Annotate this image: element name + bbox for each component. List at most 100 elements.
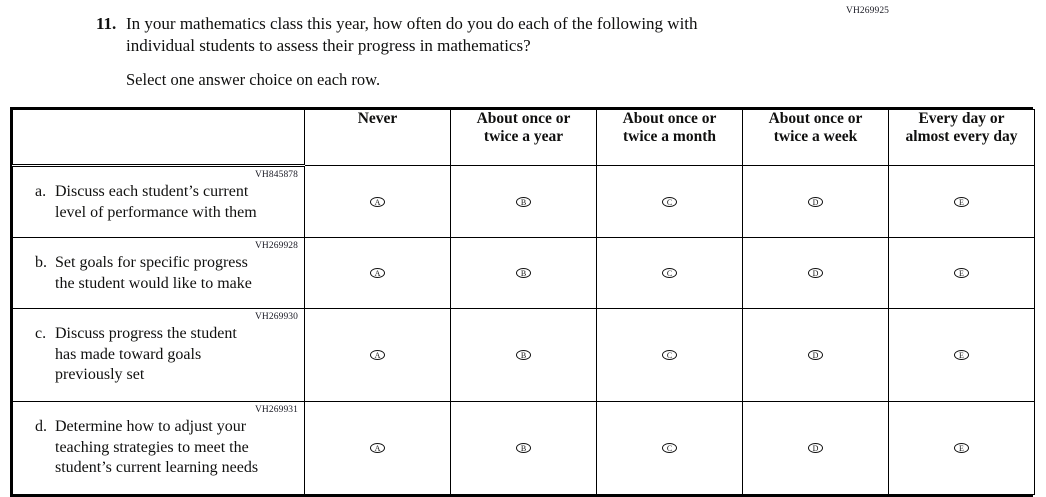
header-cell-every-day: Every day or almost every day <box>888 109 1035 166</box>
row-text-a: Discuss each student’s current level of … <box>55 182 298 223</box>
row-stem-text-d: d. Determine how to adjust your teaching… <box>19 417 298 479</box>
option-cell-b-never[interactable]: A <box>304 237 451 309</box>
table-row: VH845878 a. Discuss each student’s curre… <box>12 165 1035 238</box>
question-text-line-2: individual students to assess their prog… <box>126 35 531 55</box>
row-text-d-line-2: teaching strategies to meet the <box>55 438 249 456</box>
radio-bubble-c-A[interactable]: A <box>370 350 385 361</box>
question-stem: 11. In your mathematics class this year,… <box>96 13 856 56</box>
row-text-d-line-3: student’s current learning needs <box>55 459 259 476</box>
row-text-c: Discuss progress the student has made to… <box>55 324 298 386</box>
option-cell-c-never[interactable]: A <box>304 308 451 402</box>
option-cell-d-everyday[interactable]: E <box>888 401 1035 495</box>
radio-bubble-c-E[interactable]: E <box>954 350 969 361</box>
row-item-code-c: VH269930 <box>254 312 298 322</box>
option-cell-d-week[interactable]: D <box>742 401 889 495</box>
header-everyday-line-1: Every day or <box>918 110 1005 127</box>
row-text-b-line-1: Set goals for specific progress <box>55 254 248 271</box>
radio-bubble-d-C[interactable]: C <box>662 443 677 454</box>
row-text-c-line-3: previously set <box>55 366 145 383</box>
radio-bubble-d-B[interactable]: B <box>516 443 531 454</box>
radio-bubble-a-B[interactable]: B <box>516 196 531 207</box>
radio-bubble-a-D[interactable]: D <box>808 196 823 207</box>
radio-bubble-c-D[interactable]: D <box>808 350 823 361</box>
row-stem-b: VH269928 b. Set goals for specific progr… <box>12 237 305 309</box>
radio-bubble-a-E[interactable]: E <box>954 196 969 207</box>
header-week-line-1: About once or <box>768 110 863 127</box>
option-cell-d-month[interactable]: C <box>596 401 743 495</box>
row-text-b-line-2: the student would like to make <box>55 274 252 292</box>
option-cell-b-month[interactable]: C <box>596 237 743 309</box>
table-row: VH269930 c. Discuss progress the student… <box>12 308 1035 402</box>
header-cell-once-or-twice-a-year: About once or twice a year <box>450 109 597 166</box>
radio-bubble-b-D[interactable]: D <box>808 268 823 279</box>
option-cell-c-year[interactable]: B <box>450 308 597 402</box>
header-month-line-1: About once or <box>622 110 717 127</box>
header-never-line-1: Never <box>357 110 398 127</box>
option-cell-d-never[interactable]: A <box>304 401 451 495</box>
response-matrix: Never About once or twice a year About o… <box>10 107 1035 497</box>
header-year-line-2: twice a year <box>483 127 564 145</box>
header-row: Never About once or twice a year About o… <box>12 109 1035 167</box>
row-letter-b: b. <box>35 254 47 271</box>
option-cell-b-everyday[interactable]: E <box>888 237 1035 309</box>
row-letter-a: a. <box>35 183 47 200</box>
option-cell-a-month[interactable]: C <box>596 165 743 238</box>
option-cell-d-year[interactable]: B <box>450 401 597 495</box>
row-letter-c: c. <box>35 325 47 342</box>
radio-bubble-c-C[interactable]: C <box>662 350 677 361</box>
row-stem-text-a: a. Discuss each student’s current level … <box>19 182 298 223</box>
row-text-a-line-2: level of performance with them <box>55 203 257 221</box>
radio-bubble-d-E[interactable]: E <box>954 443 969 454</box>
radio-bubble-b-B[interactable]: B <box>516 268 531 279</box>
question-number: 11. <box>96 14 117 33</box>
radio-bubble-a-C[interactable]: C <box>662 196 677 207</box>
radio-bubble-d-A[interactable]: A <box>370 443 385 454</box>
option-cell-b-week[interactable]: D <box>742 237 889 309</box>
row-text-d: Determine how to adjust your teaching st… <box>55 417 298 479</box>
row-text-c-line-1: Discuss progress the student <box>55 325 237 342</box>
option-cell-a-year[interactable]: B <box>450 165 597 238</box>
row-stem-text-c: c. Discuss progress the student has made… <box>19 324 298 386</box>
table-row: VH269928 b. Set goals for specific progr… <box>12 237 1035 309</box>
row-stem-a: VH845878 a. Discuss each student’s curre… <box>12 165 305 238</box>
header-cell-once-or-twice-a-month: About once or twice a month <box>596 109 743 166</box>
row-text-d-line-1: Determine how to adjust your <box>55 418 247 435</box>
row-text-b: Set goals for specific progress the stud… <box>55 253 298 294</box>
question-instruction: Select one answer choice on each row. <box>126 70 381 89</box>
row-item-code-a: VH845878 <box>254 170 298 180</box>
radio-bubble-d-D[interactable]: D <box>808 443 823 454</box>
page-item-code: VH269925 <box>846 6 890 16</box>
option-cell-c-week[interactable]: D <box>742 308 889 402</box>
row-item-code-b: VH269928 <box>254 241 298 251</box>
option-cell-a-week[interactable]: D <box>742 165 889 238</box>
question-block: 11. In your mathematics class this year,… <box>96 13 856 90</box>
option-cell-a-everyday[interactable]: E <box>888 165 1035 238</box>
radio-bubble-a-A[interactable]: A <box>370 196 385 207</box>
matrix-body: VH845878 a. Discuss each student’s curre… <box>12 165 1035 495</box>
radio-bubble-b-E[interactable]: E <box>954 268 969 279</box>
option-cell-a-never[interactable]: A <box>304 165 451 238</box>
question-text-line-1: In your mathematics class this year, how… <box>126 14 698 33</box>
matrix-header: Never About once or twice a year About o… <box>12 109 1035 167</box>
radio-bubble-b-A[interactable]: A <box>370 268 385 279</box>
option-cell-b-year[interactable]: B <box>450 237 597 309</box>
question-text: In your mathematics class this year, how… <box>126 13 856 56</box>
row-text-a-line-1: Discuss each student’s current <box>55 183 249 200</box>
row-stem-c: VH269930 c. Discuss progress the student… <box>12 308 305 402</box>
header-cell-never: Never <box>304 109 451 166</box>
radio-bubble-b-C[interactable]: C <box>662 268 677 279</box>
row-item-code-d: VH269931 <box>254 405 298 415</box>
option-cell-c-everyday[interactable]: E <box>888 308 1035 402</box>
row-letter-d: d. <box>35 418 47 435</box>
header-year-line-1: About once or <box>476 110 571 127</box>
row-text-c-line-2: has made toward goals <box>55 345 202 363</box>
option-cell-c-month[interactable]: C <box>596 308 743 402</box>
row-stem-d: VH269931 d. Determine how to adjust your… <box>12 401 305 495</box>
header-cell-stem <box>12 109 305 167</box>
matrix-table: Never About once or twice a year About o… <box>12 109 1035 495</box>
header-everyday-line-2: almost every day <box>905 127 1018 145</box>
table-row: VH269931 d. Determine how to adjust your… <box>12 401 1035 495</box>
header-week-line-2: twice a week <box>773 127 858 145</box>
radio-bubble-c-B[interactable]: B <box>516 350 531 361</box>
row-stem-text-b: b. Set goals for specific progress the s… <box>19 253 298 294</box>
